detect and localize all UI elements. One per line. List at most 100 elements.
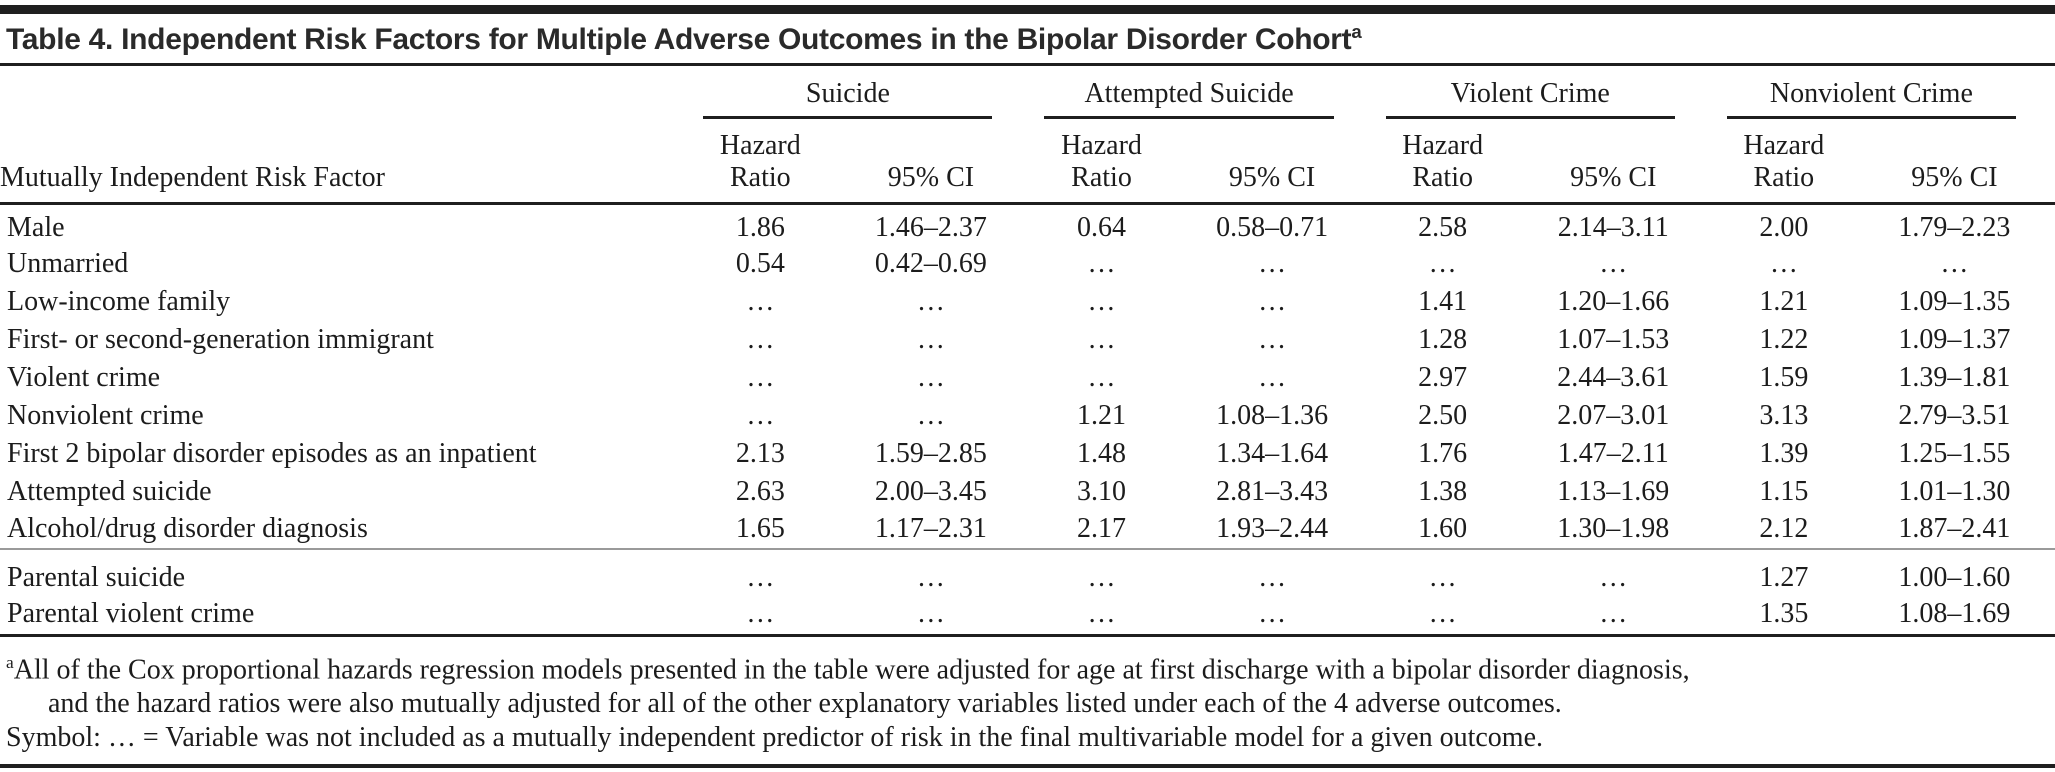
table-row: Violent crime … … … … 2.97 2.44–3.61 1.59 1.39–1…: [0, 359, 2055, 397]
footnote-a-line1: aAll of the Cox proportional hazards reg…: [6, 646, 2049, 687]
ci-value: 2.00–3.45: [874, 475, 987, 507]
ci-value: 2.14–3.11: [1557, 211, 1669, 243]
hazard-ratio-value: 2.00: [1759, 211, 1809, 243]
hazard-ratio-value: …: [1087, 561, 1116, 593]
ci-value: 0.58–0.71: [1216, 211, 1329, 243]
ci-value: 1.20–1.66: [1557, 285, 1670, 317]
hazard-ratio-value: 2.58: [1418, 211, 1468, 243]
risk-factor-label: Alcohol/drug disorder diagnosis: [7, 513, 368, 545]
hazard-ratio-value: 1.21: [1759, 285, 1809, 317]
outcome-group-suicide: Suicide: [690, 66, 1031, 120]
risk-factor-label: Nonviolent crime: [7, 399, 204, 431]
hazard-ratio-value: 3.10: [1077, 475, 1126, 507]
ci-value: 1.07–1.53: [1557, 323, 1670, 355]
hazard-ratio-value: 1.60: [1418, 513, 1468, 545]
ci-value: 1.01–1.30: [1898, 475, 2011, 507]
ci-value: …: [1258, 247, 1287, 279]
ratio-word: Ratio: [1071, 161, 1132, 193]
hazard-ratio-value: …: [1087, 323, 1116, 355]
hazard-ratio-value: …: [1428, 561, 1457, 593]
table-title-text: Table 4. Independent Risk Factors for Mu…: [6, 23, 1352, 56]
hazard-ratio-value: 2.17: [1077, 513, 1126, 545]
hazard-ratio-value: 1.21: [1077, 399, 1126, 431]
hazard-word: Hazard: [1743, 130, 1825, 161]
hazard-ratio-value: 1.48: [1077, 437, 1126, 469]
outcome-group-attempted-suicide: Attempted Suicide: [1031, 66, 1372, 120]
table-title-footnote-marker: a: [1351, 21, 1362, 42]
ci-value: 1.08–1.36: [1216, 399, 1329, 431]
hazard-ratio-value: 1.35: [1759, 598, 1809, 630]
hazard-ratio-value: …: [746, 323, 775, 355]
suicide-group-label: Suicide: [703, 78, 993, 119]
table-row: Attempted suicide 2.63 2.00–3.45 3.10 2.81–3…: [0, 473, 2055, 511]
hazard-word: Hazard: [719, 130, 801, 161]
footnote-symbol-line: Symbol: … = Variable was not included as…: [6, 722, 1544, 754]
hazard-ratio-value: …: [746, 361, 775, 393]
ci-column-header: 95% CI: [1512, 120, 1714, 205]
ci-column-header: 95% CI: [1171, 120, 1373, 205]
table-row: Parental violent crime … … … … … … 1.35 1.08–1.6…: [0, 595, 2055, 634]
table-row: Low-income family … … … … 1.41 1.20–1.66 1.21 1.…: [0, 283, 2055, 321]
footnote-a-line2: and the hazard ratios were also mutually…: [48, 688, 1562, 720]
hazard-ratio-value: 1.15: [1759, 475, 1809, 507]
ratio-word: Ratio: [1753, 161, 1815, 193]
ci-value: …: [916, 598, 945, 630]
ci-value: …: [1258, 361, 1287, 393]
column-header-row: Mutually Independent Risk Factor Hazard R…: [0, 120, 2055, 205]
risk-factor-label: First 2 bipolar disorder episodes as an …: [7, 437, 537, 469]
ci-value: …: [1258, 598, 1287, 630]
hazard-ratio-value: …: [1769, 247, 1798, 279]
risk-factor-label: Male: [7, 211, 65, 243]
ci-value: 1.79–2.23: [1898, 211, 2011, 243]
ci-value: 0.42–0.69: [874, 247, 987, 279]
ci-value: 1.47–2.11: [1557, 437, 1669, 469]
ci-value: …: [1599, 598, 1628, 630]
hazard-ratio-value: 1.22: [1759, 323, 1809, 355]
table-row: Male 1.86 1.46–2.37 0.64 0.58–0.71 2.58 2.14–3…: [0, 203, 2055, 245]
risk-factor-label: Attempted suicide: [7, 475, 212, 507]
hazard-ratio-column-header: Hazard Ratio: [690, 120, 831, 205]
ci-value: 1.46–2.37: [874, 211, 987, 243]
ci-value: …: [916, 361, 945, 393]
risk-factor-label: Violent crime: [7, 361, 161, 393]
hazard-ratio-value: 1.38: [1418, 475, 1468, 507]
hazard-ratio-value: …: [1087, 598, 1116, 630]
hazard-ratio-value: 1.27: [1759, 561, 1809, 593]
table-row: First 2 bipolar disorder episodes as an …: [0, 435, 2055, 473]
risk-factor-label: Low-income family: [7, 285, 231, 317]
ci-value: …: [1599, 247, 1628, 279]
ci-value: 1.87–2.41: [1898, 513, 2011, 545]
footnote-a-marker: a: [6, 652, 14, 672]
hazard-ratio-value: 0.64: [1077, 211, 1126, 243]
risk-factor-label: First- or second-generation immigrant: [7, 323, 434, 355]
ratio-word: Ratio: [730, 161, 791, 193]
ci-value: 1.39–1.81: [1898, 361, 2011, 393]
outcome-group-row: Suicide Attempted Suicide Violent Crime …: [0, 66, 2055, 120]
hazard-ratio-value: 1.59: [1759, 361, 1809, 393]
footnotes: aAll of the Cox proportional hazards reg…: [0, 637, 2055, 764]
ci-value: 2.44–3.61: [1557, 361, 1670, 393]
ci-value: 2.07–3.01: [1557, 399, 1670, 431]
violent-crime-group-label: Violent Crime: [1385, 78, 1675, 119]
hazard-ratio-value: 2.63: [735, 475, 785, 507]
risk-factor-column-header: Mutually Independent Risk Factor: [0, 120, 691, 205]
hazard-ratio-value: 1.39: [1759, 437, 1809, 469]
risk-factor-label: Parental violent crime: [7, 598, 255, 630]
hazard-ratio-value: 2.13: [735, 437, 785, 469]
hazard-ratio-column-header: Hazard Ratio: [1713, 120, 1854, 205]
ci-value: 1.34–1.64: [1216, 437, 1329, 469]
ci-value: 1.93–2.44: [1216, 513, 1329, 545]
ci-value: …: [916, 323, 945, 355]
hazard-ratio-value: …: [746, 399, 775, 431]
ci-value: …: [916, 561, 945, 593]
ci-column-header: 95% CI: [1853, 120, 2055, 205]
hazard-word: Hazard: [1402, 130, 1484, 161]
header-corner-empty: [0, 66, 690, 120]
hazard-ratio-value: 1.86: [735, 211, 785, 243]
hazard-ratio-column-header: Hazard Ratio: [1031, 120, 1172, 205]
ratio-word: Ratio: [1412, 161, 1473, 193]
ci-value: …: [1940, 247, 1969, 279]
ci-value: 1.17–2.31: [874, 513, 987, 545]
ci-value: 1.00–1.60: [1898, 561, 2011, 593]
table-header: Suicide Attempted Suicide Violent Crime …: [0, 66, 2055, 205]
